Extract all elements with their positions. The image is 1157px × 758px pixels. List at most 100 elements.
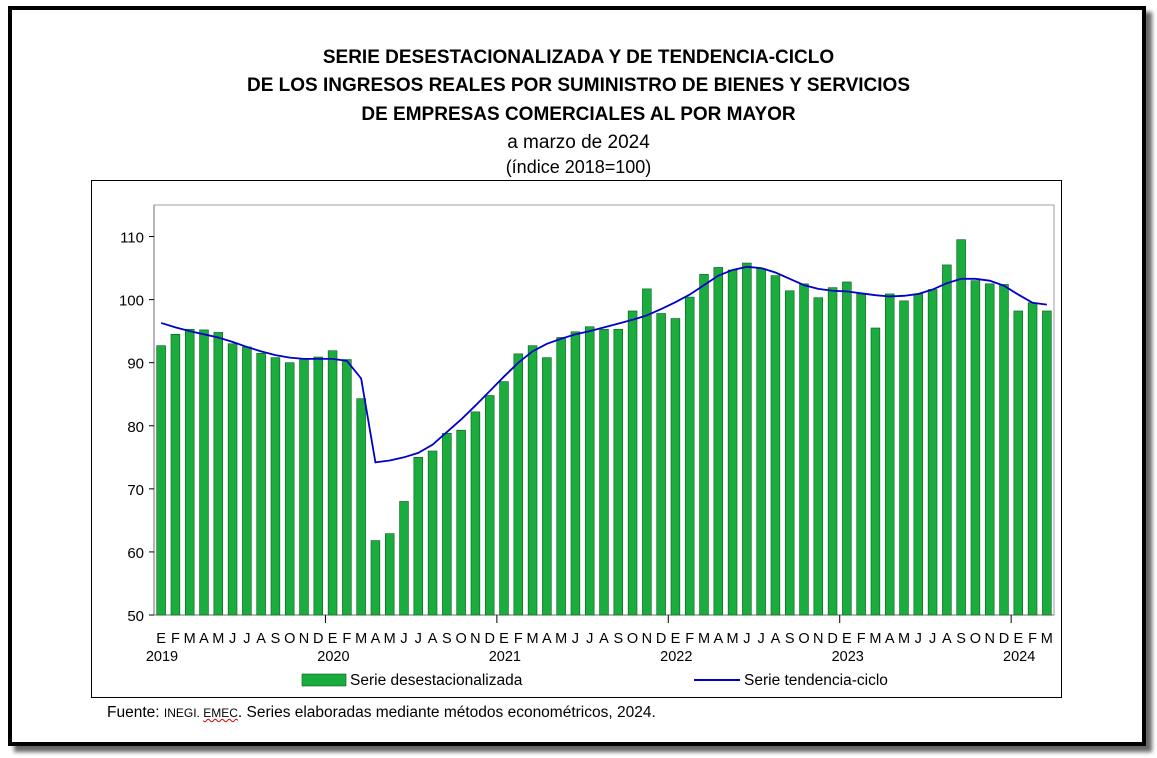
x-month-label: A <box>428 631 438 647</box>
x-month-label: M <box>212 631 224 647</box>
bar <box>327 350 338 616</box>
y-tick-label: 100 <box>119 293 144 310</box>
x-month-label: A <box>942 631 952 647</box>
x-month-label: J <box>400 631 407 647</box>
bar <box>1042 310 1052 616</box>
x-year-label: 2021 <box>489 649 521 665</box>
bar <box>413 457 424 616</box>
y-tick-label: 110 <box>120 230 144 247</box>
source-separator: . <box>196 706 204 720</box>
bar <box>556 337 566 616</box>
x-month-label: A <box>771 631 781 647</box>
bar <box>899 300 909 616</box>
bar <box>970 280 981 616</box>
legend-bar-label: Serie desestacionalizada <box>350 672 523 689</box>
x-month-label: O <box>284 631 295 647</box>
bar <box>284 362 295 616</box>
bar <box>999 284 1009 616</box>
chart-subtitle-date: a marzo de 2024 <box>507 132 650 153</box>
bar <box>456 429 466 616</box>
bar <box>642 288 652 616</box>
legend-line-label: Serie tendencia-ciclo <box>744 672 888 689</box>
bar <box>699 274 709 616</box>
x-month-label: J <box>229 631 236 647</box>
x-month-label: S <box>785 631 795 647</box>
bar <box>513 353 524 616</box>
bar <box>470 411 481 616</box>
bar <box>870 327 881 616</box>
y-tick-label: 50 <box>127 608 144 625</box>
bar <box>713 267 724 616</box>
bar <box>184 328 195 616</box>
x-month-label: S <box>271 631 281 647</box>
bar <box>670 318 681 616</box>
x-month-label: A <box>599 631 609 647</box>
x-month-label: M <box>527 631 539 647</box>
x-month-label: J <box>586 631 593 647</box>
bar <box>370 540 381 616</box>
source-inegi: INEGI <box>163 706 197 720</box>
chart-title-line-1: SERIE DESESTACIONALIZADA Y DE TENDENCIA-… <box>322 47 835 68</box>
x-month-label: D <box>999 631 1009 647</box>
bar <box>842 281 852 616</box>
x-month-label: M <box>1041 631 1053 647</box>
x-month-label: J <box>572 631 579 647</box>
y-tick-label: 60 <box>127 545 144 562</box>
chart-title-line-3: DE EMPRESAS COMERCIALES AL POR MAYOR <box>361 104 796 125</box>
x-month-label: F <box>342 631 351 647</box>
bar <box>484 395 495 616</box>
bar <box>442 433 452 616</box>
bar <box>684 296 695 616</box>
x-month-label: A <box>713 631 723 647</box>
bar <box>342 359 352 616</box>
bar <box>199 329 209 616</box>
trend-line <box>160 265 1047 464</box>
bar <box>542 357 552 616</box>
bar <box>313 356 324 616</box>
x-month-label: M <box>184 631 196 647</box>
x-month-label: N <box>813 631 823 647</box>
y-tick-label: 70 <box>127 482 144 499</box>
x-month-label: O <box>970 631 981 647</box>
x-month-label: S <box>613 631 623 647</box>
bar <box>1013 310 1024 616</box>
bar <box>256 352 266 616</box>
source-note: Fuente: INEGI. EMEC. Series elaboradas m… <box>107 704 656 722</box>
x-month-label: A <box>199 631 209 647</box>
bar <box>727 269 738 616</box>
plot-container: 50 60 70 80 90 100 110 E F M A M J J A S O N D E F M A M J J A S O N D… <box>91 180 1062 698</box>
bar <box>570 331 581 616</box>
bar <box>427 450 438 616</box>
x-month-label: N <box>299 631 309 647</box>
x-month-label: F <box>171 631 180 647</box>
x-month-label: M <box>727 631 739 647</box>
x-month-label: N <box>984 631 994 647</box>
x-month-label: J <box>929 631 936 647</box>
source-emec: EMEC <box>203 706 238 720</box>
bar <box>827 287 838 616</box>
x-month-label: M <box>355 631 367 647</box>
bar <box>613 328 624 616</box>
x-month-label: J <box>243 631 250 647</box>
x-month-label: N <box>642 631 652 647</box>
x-year-label: 2019 <box>146 649 178 665</box>
x-month-label: E <box>671 631 681 647</box>
x-month-label: N <box>470 631 480 647</box>
bar <box>242 346 252 616</box>
x-month-label: D <box>656 631 666 647</box>
x-month-label: S <box>442 631 452 647</box>
x-month-label: O <box>627 631 638 647</box>
bar <box>499 381 509 616</box>
bar <box>784 290 795 616</box>
x-month-label: F <box>514 631 523 647</box>
chart-title-line-2: DE LOS INGRESOS REALES POR SUMINISTRO DE… <box>246 75 911 96</box>
x-year-label: 2024 <box>1003 649 1035 665</box>
bar <box>584 326 595 616</box>
bar <box>270 357 281 616</box>
bar <box>213 332 224 616</box>
bar <box>927 289 938 616</box>
bar <box>799 283 809 616</box>
bar <box>813 297 824 616</box>
bar <box>756 268 766 616</box>
